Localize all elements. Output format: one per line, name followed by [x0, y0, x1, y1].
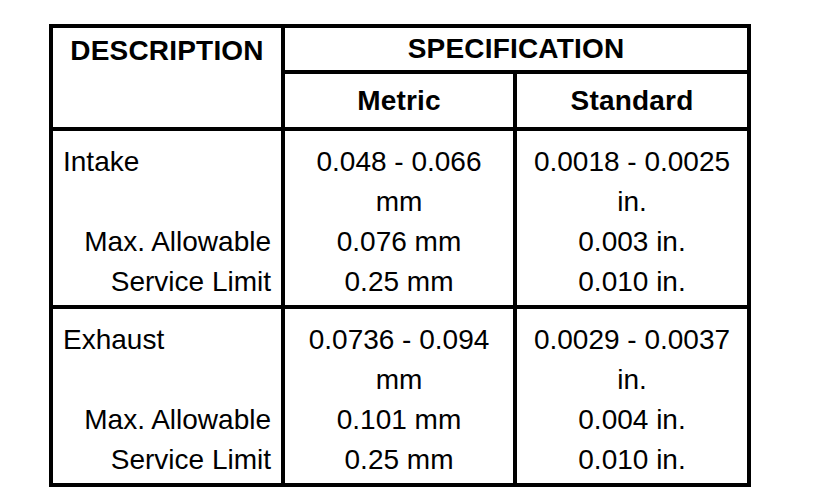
column-header-standard: Standard: [515, 72, 749, 129]
intake-service-limit-standard: 0.010 in.: [517, 262, 747, 302]
exhaust-metric-unit: mm: [285, 360, 513, 400]
intake-standard-range: 0.0018 - 0.0025: [517, 142, 747, 182]
intake-description-cell: Intake Max. Allowable Service Limit: [51, 129, 283, 307]
exhaust-service-limit-standard: 0.010 in.: [517, 440, 747, 480]
spacer-line: [53, 182, 281, 222]
intake-max-allowable-standard: 0.003 in.: [517, 222, 747, 262]
header-row-top: DESCRIPTION SPECIFICATION: [51, 26, 749, 72]
table-row-intake: Intake Max. Allowable Service Limit 0.04…: [51, 129, 749, 307]
exhaust-standard-cell: 0.0029 - 0.0037 in. 0.004 in. 0.010 in.: [515, 307, 749, 485]
exhaust-standard-unit: in.: [517, 360, 747, 400]
intake-service-limit-label: Service Limit: [53, 262, 281, 302]
exhaust-max-allowable-label: Max. Allowable: [53, 400, 281, 440]
spacer-line: [53, 360, 281, 400]
column-header-description: DESCRIPTION: [51, 26, 283, 129]
intake-metric-unit: mm: [285, 182, 513, 222]
exhaust-max-allowable-metric: 0.101 mm: [285, 400, 513, 440]
intake-standard-cell: 0.0018 - 0.0025 in. 0.003 in. 0.010 in.: [515, 129, 749, 307]
intake-max-allowable-label: Max. Allowable: [53, 222, 281, 262]
exhaust-metric-cell: 0.0736 - 0.094 mm 0.101 mm 0.25 mm: [283, 307, 515, 485]
exhaust-max-allowable-standard: 0.004 in.: [517, 400, 747, 440]
table-row-exhaust: Exhaust Max. Allowable Service Limit 0.0…: [51, 307, 749, 485]
exhaust-label: Exhaust: [53, 320, 281, 360]
exhaust-metric-range: 0.0736 - 0.094: [285, 320, 513, 360]
intake-service-limit-metric: 0.25 mm: [285, 262, 513, 302]
column-header-metric: Metric: [283, 72, 515, 129]
column-header-specification: SPECIFICATION: [283, 26, 749, 72]
specification-table: DESCRIPTION SPECIFICATION Metric Standar…: [49, 24, 751, 487]
exhaust-service-limit-metric: 0.25 mm: [285, 440, 513, 480]
intake-metric-range: 0.048 - 0.066: [285, 142, 513, 182]
page: DESCRIPTION SPECIFICATION Metric Standar…: [0, 0, 816, 500]
intake-label: Intake: [53, 142, 281, 182]
exhaust-standard-range: 0.0029 - 0.0037: [517, 320, 747, 360]
exhaust-description-cell: Exhaust Max. Allowable Service Limit: [51, 307, 283, 485]
exhaust-service-limit-label: Service Limit: [53, 440, 281, 480]
intake-standard-unit: in.: [517, 182, 747, 222]
intake-metric-cell: 0.048 - 0.066 mm 0.076 mm 0.25 mm: [283, 129, 515, 307]
intake-max-allowable-metric: 0.076 mm: [285, 222, 513, 262]
